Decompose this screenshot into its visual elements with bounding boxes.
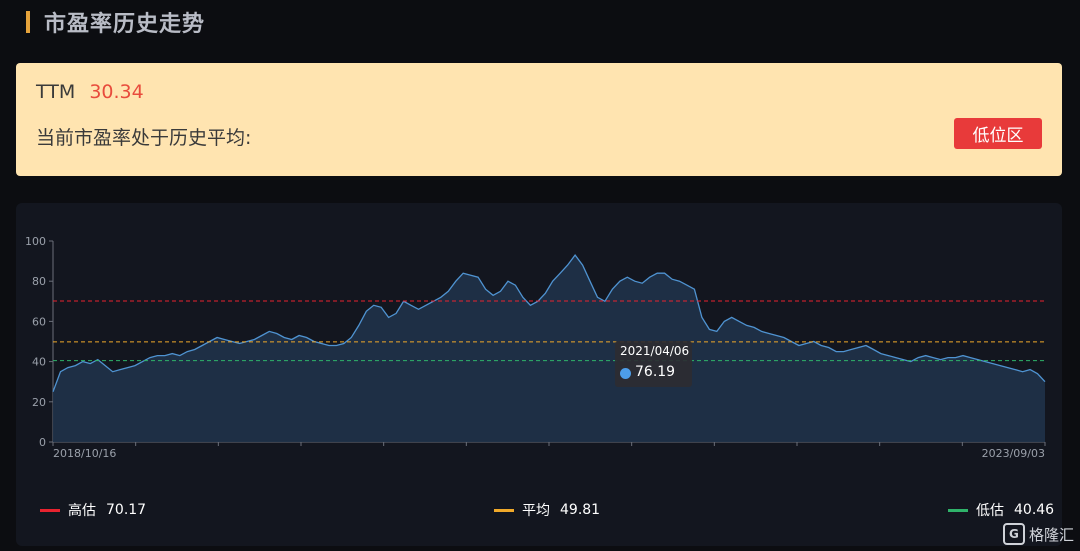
series-area	[53, 255, 1045, 442]
y-tick-label-40: 40	[32, 356, 46, 369]
y-tick-label-20: 20	[32, 396, 46, 409]
x-tick-label-start: 2018/10/16	[53, 447, 116, 460]
legend-item-low[interactable]: 低估 40.46	[948, 500, 1054, 520]
tooltip-dot-icon	[620, 368, 631, 379]
legend-swatch-average	[494, 508, 514, 512]
legend-value-high: 70.17	[106, 502, 147, 518]
series-line	[52, 254, 1046, 393]
tooltip-value: 76.19	[635, 364, 676, 380]
section-header: 市盈率历史走势	[26, 0, 205, 44]
legend-swatch-low	[948, 508, 968, 512]
y-tick-label-100: 100	[25, 235, 46, 248]
pe-summary-card: TTM 30.34 当前市盈率处于历史平均: 低位区	[16, 63, 1062, 176]
y-tick-label-80: 80	[32, 275, 46, 288]
legend-item-average[interactable]: 平均 49.81	[494, 500, 600, 520]
section-accent-bar	[26, 11, 30, 33]
chart-tooltip: 2021/04/06 76.19	[615, 341, 692, 387]
tooltip-date: 2021/04/06	[620, 344, 690, 358]
legend-label-high: 高估	[68, 503, 96, 519]
chart-panel: 0 20 40 60 80 100 2018/10/16 2023/09/03 2021/04…	[16, 203, 1062, 546]
status-badge: 低位区	[954, 118, 1042, 149]
ttm-label: TTM	[36, 81, 76, 103]
legend-label-low: 低估	[976, 503, 1004, 519]
legend-item-high[interactable]: 高估 70.17	[40, 500, 146, 520]
ttm-value: 30.34	[89, 81, 144, 103]
watermark-text: 格隆汇	[1028, 525, 1074, 544]
y-tick-label-0: 0	[39, 436, 46, 449]
pe-status-text: 当前市盈率处于历史平均:	[36, 127, 252, 149]
pe-history-chart[interactable]: 0 20 40 60 80 100 2018/10/16 2023/09/03	[16, 203, 1062, 546]
watermark-logo-icon: G	[1002, 523, 1025, 545]
legend-label-average: 平均	[522, 503, 550, 519]
section-title: 市盈率历史走势	[44, 12, 206, 37]
watermark: G 格隆汇	[1002, 523, 1074, 545]
legend-value-low: 40.46	[1014, 502, 1055, 518]
ttm-row: TTM 30.34	[36, 81, 144, 103]
legend-swatch-high	[40, 508, 60, 512]
legend-value-average: 49.81	[560, 502, 601, 518]
x-tick-label-end: 2023/09/03	[982, 447, 1045, 460]
y-tick-label-60: 60	[32, 315, 46, 328]
